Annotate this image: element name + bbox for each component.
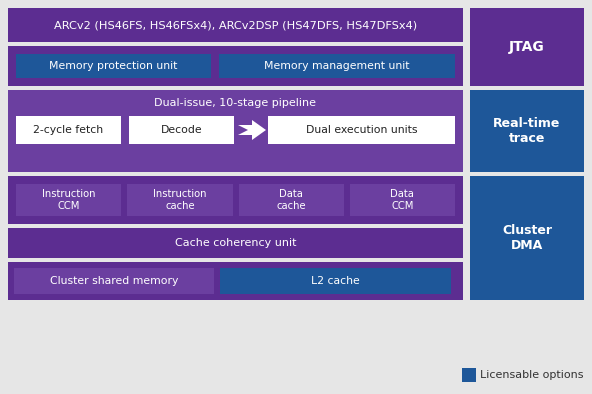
Bar [268,116,455,144]
Bar [470,8,584,86]
Bar [470,90,584,172]
Bar [470,176,584,300]
Text: Dual execution units: Dual execution units [305,125,417,135]
Text: Cluster
DMA: Cluster DMA [502,224,552,252]
Text: Dual-issue, 10-stage pipeline: Dual-issue, 10-stage pipeline [155,98,317,108]
Bar [8,176,463,224]
Bar [8,8,463,42]
Bar [16,184,121,216]
Text: 2-cycle fetch: 2-cycle fetch [33,125,104,135]
Bar [239,184,344,216]
Text: Real-time
trace: Real-time trace [493,117,561,145]
Bar [14,268,214,294]
Text: Cluster shared memory: Cluster shared memory [50,276,178,286]
Bar [16,116,121,144]
Bar [127,184,233,216]
Bar [219,54,455,78]
Bar [8,228,463,258]
Bar [129,116,234,144]
Bar [16,54,211,78]
Text: Licensable options: Licensable options [480,370,584,380]
Text: Memory management unit: Memory management unit [264,61,410,71]
Bar [350,184,455,216]
Bar [8,90,463,172]
Text: ARCv2 (HS46FS, HS46FSx4), ARCv2DSP (HS47DFS, HS47DFSx4): ARCv2 (HS46FS, HS46FSx4), ARCv2DSP (HS47… [54,20,417,30]
Text: Instruction
CCM: Instruction CCM [42,189,95,211]
Text: L2 cache: L2 cache [311,276,360,286]
Text: Data
CCM: Data CCM [391,189,414,211]
Polygon shape [238,120,266,140]
Bar [462,368,476,382]
Polygon shape [238,125,248,135]
Bar [8,262,463,300]
Bar [8,46,463,86]
Bar [220,268,451,294]
Text: Memory protection unit: Memory protection unit [49,61,178,71]
Text: Instruction
cache: Instruction cache [153,189,207,211]
Text: Data
cache: Data cache [276,189,306,211]
Text: Cache coherency unit: Cache coherency unit [175,238,296,248]
Text: JTAG: JTAG [509,40,545,54]
Text: Decode: Decode [160,125,202,135]
